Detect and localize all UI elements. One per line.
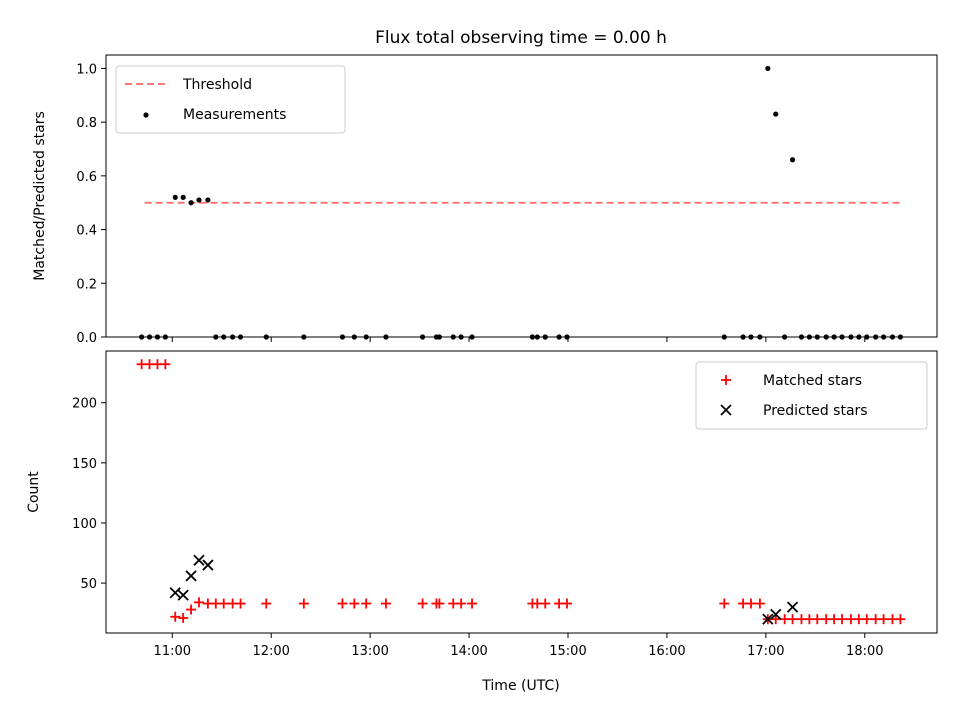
y-tick-label: 50 bbox=[80, 577, 97, 592]
measurement-point bbox=[196, 197, 202, 203]
matched-star-point bbox=[746, 598, 757, 609]
predicted-star-point bbox=[770, 608, 782, 620]
x-tick-label: 12:00 bbox=[252, 644, 289, 659]
bottom-x-ticks: 11:00 12:00 13:00 14:00 15:00 16:00 17:00 18:00 bbox=[154, 633, 884, 659]
matched-star-point bbox=[562, 598, 573, 609]
predicted-star-point bbox=[185, 570, 197, 582]
y-tick-label: 200 bbox=[72, 397, 97, 412]
predicted-star-point bbox=[193, 554, 205, 566]
x-tick-label: 14:00 bbox=[450, 644, 487, 659]
y-tick-label: 0.4 bbox=[76, 224, 97, 239]
bottom-y-ticks: 50 100 150 200 bbox=[72, 397, 106, 592]
top-y-axis-label: Matched/Predicted stars bbox=[32, 111, 48, 281]
y-tick-label: 0.2 bbox=[76, 277, 97, 292]
bottom-legend-box bbox=[695, 361, 928, 430]
matched-star-point bbox=[178, 612, 189, 623]
matched-star-point bbox=[719, 598, 730, 609]
matched-star-point bbox=[812, 614, 823, 625]
legend-predicted-swatch bbox=[720, 404, 732, 416]
legend-threshold-label: Threshold bbox=[182, 77, 252, 93]
matched-star-point bbox=[170, 611, 181, 622]
top-legend: Threshold Measurements bbox=[115, 65, 346, 134]
predicted-star-point bbox=[169, 587, 181, 599]
chart-title: Flux total observing time = 0.00 h bbox=[375, 28, 667, 48]
matched-star-point bbox=[456, 598, 467, 609]
legend-predicted-label: Predicted stars bbox=[763, 403, 868, 419]
matched-star-point bbox=[787, 614, 798, 625]
matched-star-point bbox=[193, 597, 204, 608]
x-tick-label: 16:00 bbox=[648, 644, 685, 659]
cross-b bbox=[762, 613, 774, 625]
matched-star-point bbox=[467, 598, 478, 609]
matched-star-point bbox=[754, 598, 765, 609]
matched-star-point bbox=[540, 598, 551, 609]
measurement-point bbox=[205, 197, 211, 203]
legend-measurements-swatch bbox=[143, 112, 149, 118]
predicted-star-point bbox=[177, 589, 189, 601]
matched-star-point bbox=[895, 614, 906, 625]
matched-star-point bbox=[380, 598, 391, 609]
x-tick-label: 18:00 bbox=[846, 644, 883, 659]
matched-star-point bbox=[434, 598, 445, 609]
legend-matched-swatch bbox=[721, 375, 731, 385]
y-tick-label: 0.6 bbox=[76, 170, 97, 185]
matched-star-point bbox=[186, 604, 197, 615]
bottom-panel: 50 100 150 200 11:00 12:00 13:00 14:00 15:00 16:… bbox=[26, 350, 938, 694]
legend-matched-label: Matched stars bbox=[763, 373, 862, 389]
bottom-plot-frame bbox=[105, 350, 938, 634]
matched-star-point bbox=[417, 598, 428, 609]
measurement-point bbox=[773, 111, 779, 117]
measurement-point bbox=[765, 65, 771, 72]
predicted-star-point bbox=[786, 601, 799, 613]
matched-star-point bbox=[235, 598, 246, 609]
cross-b bbox=[202, 559, 214, 571]
predicted-star-point bbox=[202, 559, 214, 571]
matched-star-point bbox=[298, 598, 309, 609]
predicted-star-point bbox=[762, 613, 774, 625]
measurement-point bbox=[180, 194, 186, 200]
cross-b bbox=[193, 554, 205, 566]
top-legend-box bbox=[115, 65, 346, 134]
matched-star-point bbox=[878, 614, 889, 625]
cross-b bbox=[177, 589, 189, 601]
x-tick-label: 15:00 bbox=[549, 644, 586, 659]
cross-b bbox=[786, 601, 799, 613]
y-tick-label: 100 bbox=[72, 517, 97, 532]
predicted-stars-points bbox=[169, 554, 799, 625]
legend-measurements-label: Measurements bbox=[183, 107, 286, 123]
measurement-point bbox=[188, 200, 194, 206]
legend-plus-marker bbox=[721, 375, 731, 385]
x-tick-label: 11:00 bbox=[154, 644, 191, 659]
measurement-point bbox=[789, 157, 796, 163]
top-plot-frame bbox=[105, 54, 938, 338]
cross-b bbox=[770, 608, 782, 620]
cross-b bbox=[720, 404, 732, 416]
top-panel: Flux total observing time = 0.00 h 0.00.… bbox=[32, 28, 938, 346]
cross-b bbox=[185, 570, 197, 582]
measurement-point bbox=[172, 194, 178, 200]
x-tick-label: 17:00 bbox=[747, 644, 784, 659]
bottom-y-axis-label: Count bbox=[26, 471, 42, 513]
legend-cross-marker bbox=[720, 404, 732, 416]
y-tick-label: 0.0 bbox=[76, 331, 97, 346]
x-axis-label: Time (UTC) bbox=[481, 678, 559, 694]
matched-star-point bbox=[349, 598, 360, 609]
matched-star-point bbox=[361, 598, 372, 609]
y-tick-label: 0.8 bbox=[76, 116, 97, 131]
top-y-ticks: 0.0 0.2 0.4 0.6 0.8 1.0 bbox=[76, 62, 106, 346]
cross-b bbox=[169, 587, 181, 599]
matched-star-point bbox=[861, 614, 872, 625]
y-tick-label: 150 bbox=[72, 457, 97, 472]
matched-star-point bbox=[218, 598, 229, 609]
matched-star-point bbox=[160, 359, 171, 370]
bottom-legend: Matched stars Predicted stars bbox=[695, 361, 928, 430]
matched-star-point bbox=[837, 614, 848, 625]
matched-star-point bbox=[337, 598, 348, 609]
matched-star-point bbox=[770, 614, 781, 625]
matched-star-point bbox=[261, 598, 272, 609]
x-tick-label: 13:00 bbox=[351, 644, 388, 659]
y-tick-label: 1.0 bbox=[76, 62, 97, 77]
